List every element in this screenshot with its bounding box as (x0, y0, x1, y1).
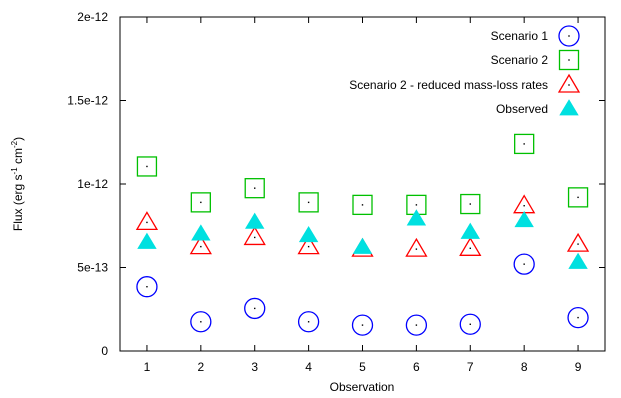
data-point (352, 194, 373, 216)
y-tick-label: 1e-12 (77, 177, 108, 191)
data-point (137, 232, 157, 249)
x-tick-label: 3 (251, 360, 258, 374)
legend-label: Scenario 2 (491, 53, 549, 67)
x-tick-label: 5 (359, 360, 366, 374)
data-point (405, 237, 428, 257)
series-4 (137, 209, 588, 269)
data-point (514, 133, 535, 155)
data-points (135, 133, 590, 336)
x-tick-label: 9 (575, 360, 582, 374)
x-tick-label: 1 (144, 360, 151, 374)
data-point (136, 156, 158, 177)
y-axis-label-exp2: -2 (10, 140, 19, 148)
data-point (298, 225, 319, 243)
y-tick-label: 2e-12 (77, 10, 108, 24)
data-point (405, 314, 428, 336)
x-tick-label: 7 (467, 360, 474, 374)
legend: Scenario 1 Scenario 2 Scenario 2 - reduced… (349, 25, 581, 116)
data-point (352, 237, 373, 254)
series-1 (136, 253, 589, 336)
legend-label: Observed (496, 102, 548, 116)
data-point (244, 178, 265, 199)
y-axis-label-exp1: -1 (10, 167, 19, 175)
data-point (567, 306, 589, 329)
y-tick-label: 5e-13 (77, 261, 108, 275)
data-point (513, 194, 536, 214)
x-tick-label: 2 (197, 360, 204, 374)
tick-labels: 0 5e-13 1e-12 1.5e-12 2e-12 1 2 3 4 5 6 7 8 9 (67, 10, 581, 374)
data-point (567, 187, 589, 208)
data-point (513, 253, 535, 275)
data-point (566, 232, 590, 252)
plot-frame (119, 16, 606, 352)
data-point (243, 226, 266, 246)
legend-marker (559, 99, 579, 116)
x-tick-label: 8 (521, 360, 528, 374)
data-point (189, 235, 212, 255)
y-axis-label-main: Flux (erg s (11, 174, 25, 231)
y-axis-label: Flux (erg s-1 cm-2) (10, 137, 25, 231)
x-axis-label: Observation (330, 380, 395, 394)
data-point (460, 193, 481, 215)
legend-label: Scenario 2 - reduced mass-loss rates (349, 78, 548, 92)
data-point (459, 313, 481, 335)
y-axis-label-end: ) (11, 137, 25, 141)
data-point (568, 252, 588, 269)
data-point (297, 235, 320, 255)
legend-label: Scenario 1 (491, 29, 549, 43)
data-point (245, 212, 265, 229)
data-point (514, 210, 534, 228)
data-point (459, 237, 482, 256)
legend-marker (558, 25, 580, 47)
y-axis-label-mid: cm (11, 148, 25, 167)
data-point (190, 311, 212, 333)
data-point (351, 314, 374, 336)
data-point (190, 192, 211, 213)
y-tick-label: 1.5e-12 (67, 94, 108, 108)
legend-marker (557, 73, 581, 93)
data-point (297, 311, 320, 333)
axis-ticks (120, 16, 605, 352)
x-tick-label: 6 (413, 360, 420, 374)
data-point (135, 211, 159, 231)
data-point (406, 209, 427, 226)
data-point (244, 297, 266, 320)
data-point (298, 192, 319, 213)
data-point (136, 276, 158, 298)
data-point (191, 224, 211, 241)
legend-marker (558, 49, 580, 71)
data-point (460, 222, 480, 239)
y-tick-label: 0 (101, 344, 108, 358)
x-tick-label: 4 (305, 360, 312, 374)
